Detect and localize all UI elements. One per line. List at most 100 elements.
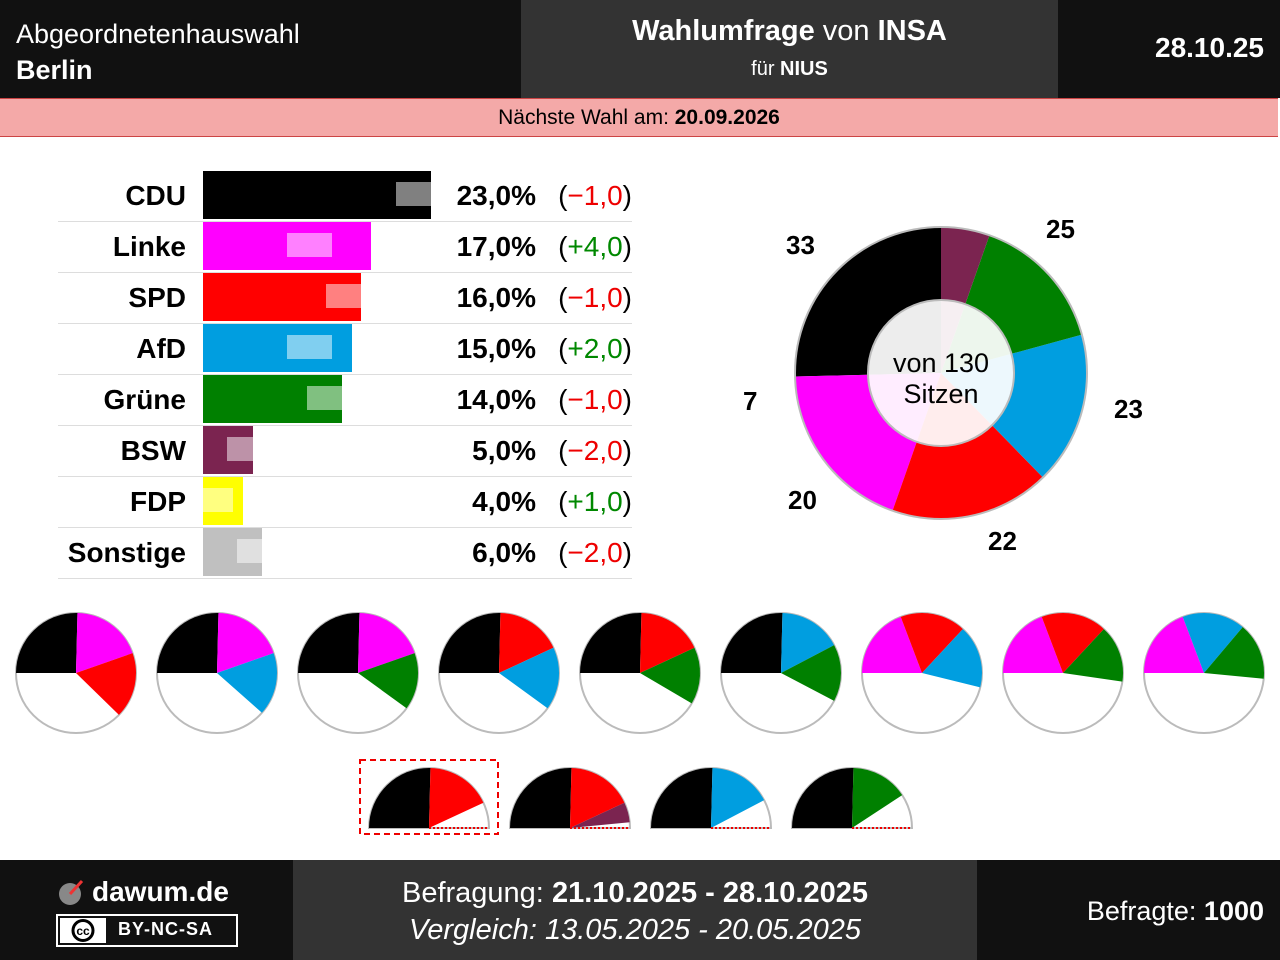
- diff-label: (+1,0): [558, 486, 632, 517]
- seat-label: 7: [743, 386, 758, 416]
- poll-info: Wahlumfrage von INSA für NIUS: [521, 0, 1058, 98]
- diff-label: (−1,0): [558, 282, 632, 313]
- coalition-slice-spd: [1041, 613, 1104, 673]
- value-label: 17,0%: [456, 231, 536, 262]
- footer-branding: dawum.de cc BY-NC-SA: [0, 860, 293, 960]
- diff-label: (−2,0): [558, 435, 632, 466]
- coalition-pie: [1143, 612, 1265, 734]
- coalition-halfpie: [359, 759, 499, 835]
- next-election-banner: Nächste Wahl am: 20.09.2026: [0, 98, 1278, 137]
- coalition-slice-linke: [76, 613, 133, 673]
- coalition-slice-spd: [570, 768, 625, 828]
- coalition-pie: [1002, 612, 1124, 734]
- coalition-slice-afd: [217, 653, 277, 713]
- party-label: Linke: [112, 231, 186, 262]
- coalition-slice-grüne: [1204, 627, 1264, 679]
- footer-bar: dawum.de cc BY-NC-SA Befragung: 21.10.20…: [0, 860, 1280, 960]
- coalition-slice-grüne: [358, 653, 418, 709]
- comparison-marker: [286, 233, 332, 257]
- value-label: 23,0%: [456, 180, 536, 211]
- coalition-pie: [720, 612, 842, 734]
- bar-row: SPD 16,0% (−1,0): [58, 272, 632, 324]
- cc-icon: cc: [60, 918, 106, 943]
- coalition-charts: [15, 612, 1265, 835]
- coalition-pie: [861, 612, 983, 734]
- coalition-halfpie: [649, 767, 773, 829]
- coalition-slice-cdu: [792, 768, 854, 828]
- brand-link[interactable]: dawum.de: [92, 876, 229, 907]
- respondents: Befragte: 1000: [1087, 896, 1264, 927]
- seat-label: 23: [1114, 394, 1143, 424]
- coalition-slice-spd: [76, 653, 137, 715]
- coalition-slice-afd: [1182, 613, 1243, 673]
- survey-label: Befragung:: [401, 877, 552, 909]
- comparison-marker: [395, 182, 441, 206]
- coalition-slice-linke: [862, 616, 922, 673]
- seat-label: 22: [988, 526, 1017, 556]
- svg-text:cc: cc: [76, 924, 90, 938]
- comparison-marker: [286, 335, 332, 359]
- center-label-line1: von 130: [893, 348, 989, 378]
- party-label: Grüne: [103, 384, 186, 415]
- comparison-marker: [326, 284, 372, 308]
- coalition-pie: [579, 612, 701, 734]
- comparison-marker: [237, 539, 283, 563]
- party-label: BSW: [120, 435, 186, 466]
- value-label: 5,0%: [472, 435, 536, 466]
- coalition-slice-cdu: [157, 613, 219, 673]
- coalition-slice-afd: [922, 629, 983, 688]
- coalition-slice-cdu: [510, 768, 572, 828]
- party-label: SPD: [128, 282, 186, 313]
- coalition-slice-spd: [900, 613, 963, 673]
- highlight-box: [359, 759, 499, 835]
- coalition-slice-cdu: [721, 613, 783, 673]
- client-prefix: für: [751, 58, 781, 80]
- comparison-marker: [227, 437, 273, 461]
- coalition-pie: [438, 612, 560, 734]
- party-label: Sonstige: [67, 537, 186, 568]
- party-label: AfD: [136, 333, 186, 364]
- diff-label: (+2,0): [558, 333, 632, 364]
- diff-label: (+4,0): [558, 231, 632, 262]
- license-text: BY-NC-SA: [118, 919, 214, 939]
- coalition-slice-cdu: [439, 613, 501, 673]
- coalition-slice-linke: [1144, 616, 1204, 673]
- coalition-slice-linke: [1003, 616, 1063, 673]
- bar-row: BSW 5,0% (−2,0): [58, 425, 632, 477]
- survey-period: Befragung: 21.10.2025 - 28.10.2025 Vergl…: [293, 860, 977, 960]
- seat-slice-grüne: [941, 235, 1082, 373]
- seat-slice-afd: [941, 334, 1087, 478]
- coalition-slice-grüne: [1063, 629, 1123, 682]
- diff-label: (−1,0): [558, 384, 632, 415]
- respondents-count: 1000: [1203, 896, 1264, 926]
- seat-label: 25: [1046, 214, 1075, 244]
- bar: [203, 171, 431, 219]
- diff-label: (−1,0): [558, 180, 632, 211]
- bar-row: Sonstige 6,0% (−2,0): [58, 527, 632, 579]
- donut-center: [867, 299, 1015, 447]
- coalition-pie: [156, 612, 278, 734]
- institute-name: INSA: [877, 15, 947, 47]
- coalition-slice-spd: [640, 613, 695, 673]
- diff-label: (−2,0): [558, 537, 632, 568]
- respondents-label: Befragte:: [1086, 896, 1204, 926]
- comparison-marker: [187, 488, 233, 512]
- election-title-line1: Abgeordnetenhauswahl: [16, 19, 300, 49]
- bar-row: Linke 17,0% (+4,0): [58, 221, 632, 273]
- poll-von: von: [814, 15, 878, 47]
- header-bar: Abgeordnetenhauswahl Berlin Wahlumfrage …: [0, 0, 1280, 98]
- coalition-pie: [15, 612, 137, 734]
- comparison-marker: [306, 386, 352, 410]
- election-title: Abgeordnetenhauswahl Berlin: [16, 16, 300, 88]
- license-badge[interactable]: cc BY-NC-SA: [56, 914, 238, 947]
- poll-prefix: Wahlumfrage: [632, 15, 815, 47]
- bar-row: AfD 15,0% (+2,0): [58, 323, 632, 375]
- poll-date: 28.10.25: [1155, 32, 1264, 63]
- coalition-slice-linke: [358, 613, 415, 673]
- election-title-line2: Berlin: [16, 55, 93, 85]
- coalition-slice-spd: [429, 768, 484, 828]
- coalition-slice-linke: [217, 613, 274, 673]
- next-election-label: Nächste Wahl am:: [498, 106, 675, 129]
- coalition-slice-cdu: [16, 613, 78, 673]
- value-label: 15,0%: [456, 333, 536, 364]
